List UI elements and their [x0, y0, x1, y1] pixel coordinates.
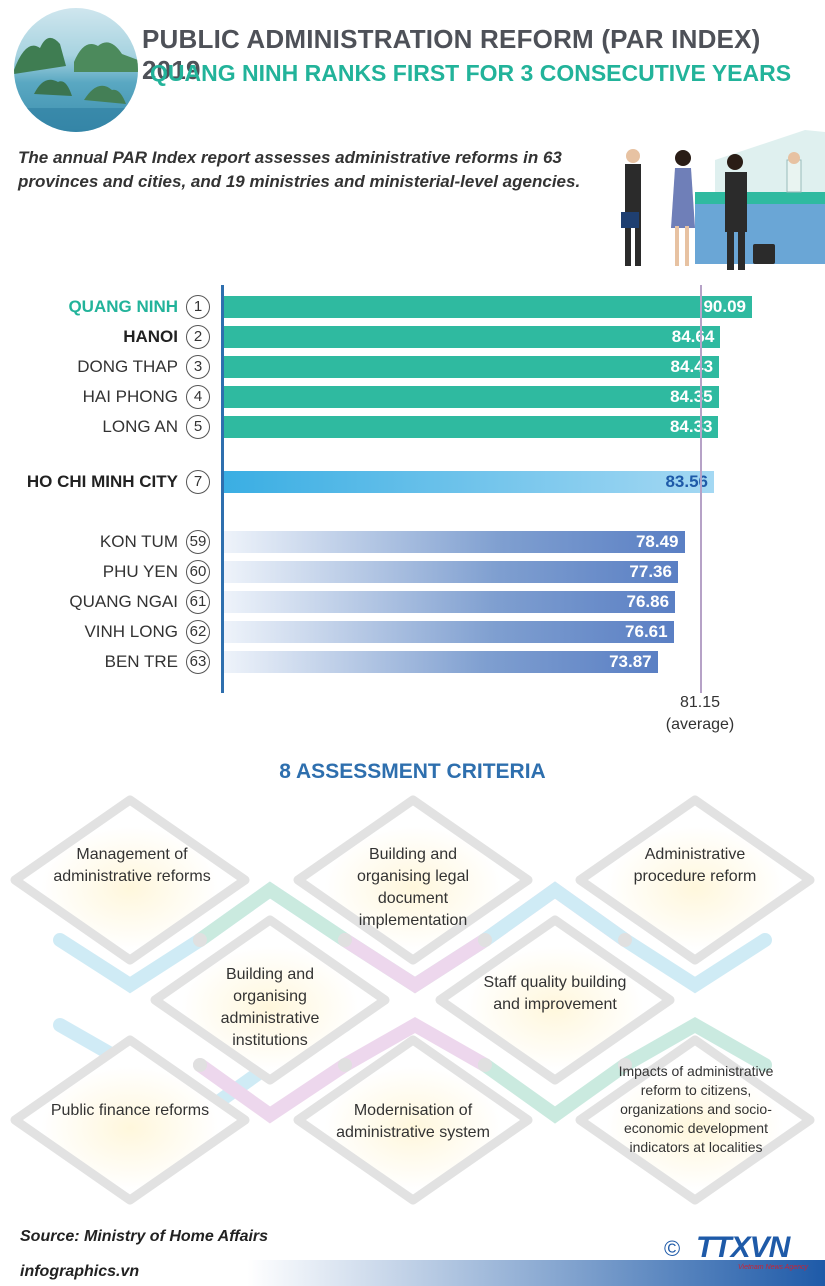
rank-badge: 2: [186, 325, 210, 349]
criterion-3: Administrative procedure reform: [633, 846, 757, 885]
bar: 84.43: [224, 356, 720, 378]
bar: 84.33: [224, 416, 719, 438]
bar-label: VINH LONG: [84, 622, 178, 641]
average-value-label: 81.15: [679, 694, 721, 711]
bar-value-label: 90.09: [703, 297, 746, 316]
rank-badge: 7: [186, 470, 210, 494]
criteria-diagram: [10, 795, 815, 1205]
criterion-6: Public finance reforms: [50, 1102, 210, 1119]
footer-bar: [0, 1260, 825, 1286]
bar: 90.09: [224, 296, 752, 318]
bar-label: QUANG NGAI: [69, 592, 178, 611]
rank-badge: 63: [186, 650, 210, 674]
bar: 76.61: [224, 621, 674, 643]
bar: 84.64: [224, 326, 721, 348]
copyright-icon: ©: [664, 1236, 681, 1261]
page-title: PUBLIC ADMINISTRATION REFORM (PAR INDEX)…: [142, 24, 761, 85]
bar-label: HO CHI MINH CITY: [26, 472, 178, 491]
bar-value-label: 84.35: [670, 387, 713, 406]
intro-text: The annual PAR Index report assesses adm…: [18, 148, 581, 191]
rank-badge: 4: [186, 385, 210, 409]
bar: 76.86: [224, 591, 676, 613]
bar-value-label: 84.43: [670, 357, 714, 376]
rank-badge: 60: [186, 560, 210, 584]
agency-subtitle: Vietnam News Agency: [738, 1264, 809, 1271]
bar-value-label: 78.49: [635, 532, 679, 551]
site-link[interactable]: infographics.vn: [20, 1263, 140, 1280]
office-counter-illustration: [621, 130, 825, 270]
average-annotation: 81.15 (average): [640, 692, 760, 736]
bar: 83.56: [224, 471, 715, 493]
bar-label: PHU YEN: [102, 562, 178, 581]
criterion-7: Modernisation of administrative system: [336, 1102, 490, 1141]
chart-axis-line: [221, 285, 224, 693]
rank-badge: 62: [186, 620, 210, 644]
header-photo: [14, 8, 138, 132]
bar-value-label: 84.33: [669, 417, 713, 436]
rank-badge: 3: [186, 355, 210, 379]
bar-value-label: 73.87: [609, 652, 652, 671]
bar-label: HANOI: [123, 327, 178, 346]
bar-label: KON TUM: [99, 532, 178, 551]
page-subtitle: QUANG NINH RANKS FIRST FOR 3 CONSECUTIVE…: [150, 60, 792, 86]
criterion-2: Building and organising legal document i…: [356, 846, 470, 929]
bar-value-label: 77.36: [629, 562, 672, 581]
criterion-8: Impacts of administrative reform to citi…: [618, 1063, 774, 1155]
bar-value-label: 76.86: [626, 592, 670, 611]
criteria-title: 8 ASSESSMENT CRITERIA: [279, 760, 546, 783]
average-text-label: (average): [665, 716, 735, 733]
bar: 73.87: [224, 651, 658, 673]
average-line: [700, 285, 702, 693]
bar: 84.35: [224, 386, 719, 408]
agency-logo: TTXVN: [696, 1231, 790, 1264]
bar-label: DONG THAP: [77, 357, 178, 376]
bar-value-label: 84.64: [671, 327, 715, 346]
bar: 78.49: [224, 531, 685, 553]
bar-label: HAI PHONG: [82, 387, 178, 406]
bar-label: QUANG NINH: [68, 297, 178, 316]
bar-label: LONG AN: [102, 417, 178, 436]
rank-badge: 5: [186, 415, 210, 439]
rank-badge: 59: [186, 530, 210, 554]
criterion-4: Building and organising administrative i…: [220, 966, 320, 1049]
bay-landscape-icon: [14, 37, 138, 132]
bar-value-label: 76.61: [625, 622, 668, 641]
source-note: Source: Ministry of Home Affairs: [20, 1228, 269, 1245]
bar-label: BEN TRE: [104, 652, 178, 671]
criterion-1: Management of administrative reforms: [53, 846, 211, 885]
bar: 77.36: [224, 561, 678, 583]
rank-badge: 1: [186, 295, 210, 319]
criterion-5: Staff quality building and improvement: [483, 974, 627, 1013]
bar-value-label: 83.56: [665, 472, 709, 491]
rank-badge: 61: [186, 590, 210, 614]
